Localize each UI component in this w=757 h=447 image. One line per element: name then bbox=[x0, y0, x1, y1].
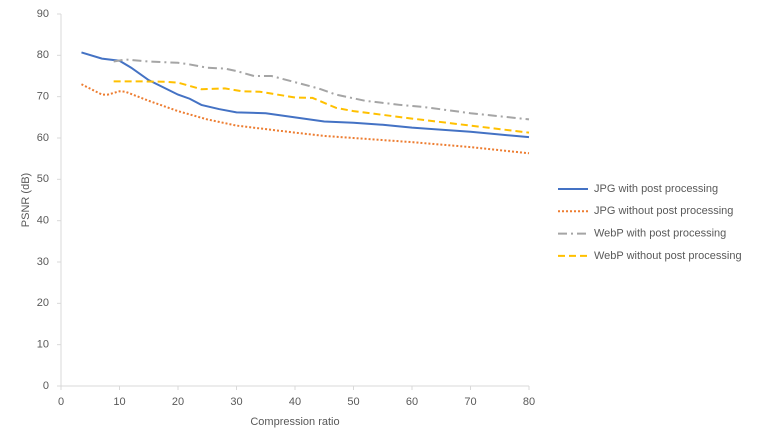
legend-label: JPG with post processing bbox=[594, 183, 718, 195]
x-tick-label: 20 bbox=[172, 396, 184, 408]
y-tick-label: 90 bbox=[37, 8, 49, 20]
y-axis-title: PSNR (dB) bbox=[20, 173, 32, 227]
series-line bbox=[81, 51, 530, 139]
legend-label: JPG without post processing bbox=[594, 205, 733, 217]
x-tick-label: 60 bbox=[406, 396, 418, 408]
legend-label: WebP with post processing bbox=[594, 228, 726, 240]
y-tick-label: 80 bbox=[37, 49, 49, 61]
x-tick-label: 40 bbox=[289, 396, 301, 408]
x-tick-label: 0 bbox=[58, 396, 64, 408]
y-tick-label: 50 bbox=[37, 173, 49, 185]
legend-label: WebP without post processing bbox=[594, 250, 742, 262]
series-line bbox=[113, 58, 530, 121]
y-tick-label: 0 bbox=[43, 380, 49, 392]
y-tick-label: 40 bbox=[37, 215, 49, 227]
series-line bbox=[81, 83, 530, 155]
y-tick-label: 10 bbox=[37, 339, 49, 351]
x-tick-label: 30 bbox=[230, 396, 242, 408]
x-axis-title: Compression ratio bbox=[250, 416, 339, 428]
series-line bbox=[113, 80, 530, 134]
x-tick-label: 80 bbox=[523, 396, 535, 408]
y-tick-label: 20 bbox=[37, 297, 49, 309]
x-tick-label: 50 bbox=[347, 396, 359, 408]
y-tick-label: 70 bbox=[37, 91, 49, 103]
y-tick-label: 30 bbox=[37, 256, 49, 268]
x-tick-label: 70 bbox=[464, 396, 476, 408]
x-tick-label: 10 bbox=[113, 396, 125, 408]
y-tick-label: 60 bbox=[37, 132, 49, 144]
